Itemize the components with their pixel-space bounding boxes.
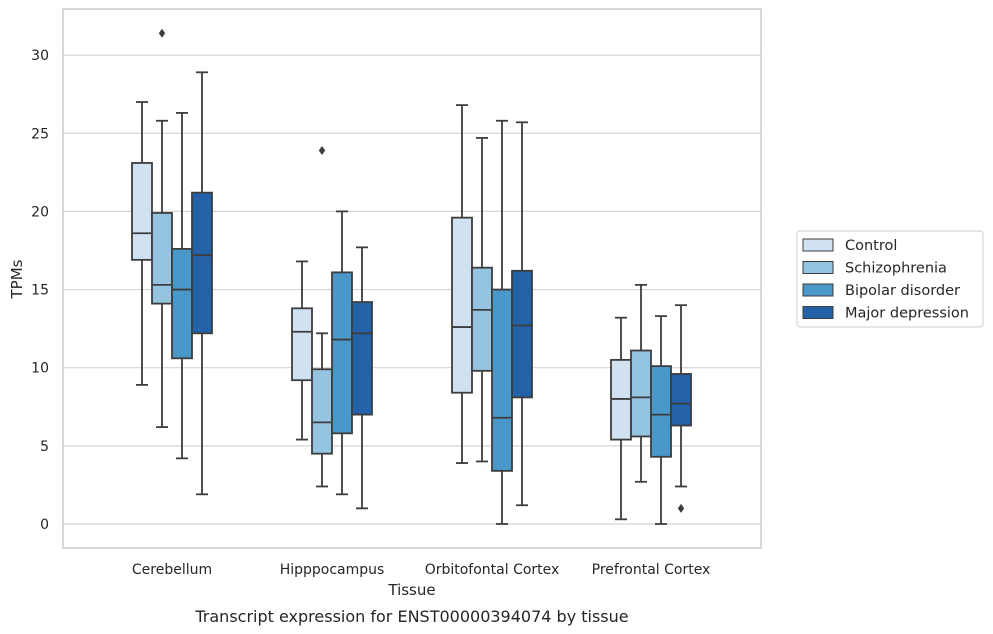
legend-swatch (802, 306, 834, 319)
plot-area (131, 28, 692, 525)
box-body (171, 248, 193, 360)
box-major-depression (191, 71, 213, 496)
box-major-depression (670, 304, 692, 513)
box-body (311, 368, 333, 455)
box-body (191, 191, 213, 335)
x-tick-label: Prefrontal Cortex (592, 562, 711, 578)
box-control (610, 316, 632, 521)
y-tick-label: 10 (31, 361, 49, 377)
box-major-depression (351, 246, 373, 510)
y-tick-label: 20 (31, 204, 49, 220)
y-axis-label: TPMs (8, 259, 26, 299)
x-tick-label: Hipppocampus (280, 562, 385, 578)
x-axis-ticks: Cerebellum Hipppocampus Orbitofontal Corte… (132, 562, 710, 578)
plot-frame (62, 8, 762, 549)
box-body (511, 269, 533, 399)
x-tick-label: Orbitofontal Cortex (425, 562, 560, 578)
y-axis-ticks: 0 5 10 15 20 25 30 (31, 48, 49, 533)
legend-swatch (802, 238, 834, 252)
box-schizophrenia (151, 28, 173, 428)
y-tick-label: 15 (31, 283, 49, 299)
box-bipolar-disorder (491, 119, 513, 525)
y-tick-label: 30 (31, 48, 49, 64)
legend-label: Control (845, 238, 897, 254)
box-body (131, 162, 153, 261)
box-schizophrenia (471, 137, 493, 463)
legend-swatch (802, 261, 834, 274)
box-body (650, 365, 672, 458)
box-body (670, 373, 692, 427)
box-body (151, 212, 173, 305)
box-schizophrenia (630, 283, 652, 483)
box-bipolar-disorder (331, 210, 353, 496)
outlier-point (158, 28, 166, 38)
legend-label: Major depression (845, 306, 969, 322)
box-body (291, 307, 313, 382)
legend-label: Schizophrenia (845, 261, 947, 277)
box-body (630, 349, 652, 438)
box-bipolar-disorder (650, 315, 672, 525)
x-tick-label: Cerebellum (132, 562, 212, 578)
y-tick-label: 0 (40, 517, 49, 533)
y-tick-label: 25 (31, 126, 49, 142)
y-tick-label: 5 (40, 439, 49, 455)
box-schizophrenia (311, 145, 333, 488)
legend-frame (796, 230, 984, 328)
box-bipolar-disorder (171, 112, 193, 460)
outlier-point (318, 145, 326, 155)
box-body (451, 216, 473, 394)
outlier-point (677, 503, 685, 513)
legend-label: Bipolar disorder (845, 283, 960, 299)
box-control (451, 104, 473, 464)
box-major-depression (511, 121, 533, 507)
box-body (491, 288, 513, 472)
x-axis-label: Tissue (387, 581, 435, 599)
box-body (331, 271, 353, 435)
box-control (131, 101, 153, 386)
legend: Control Schizophrenia Bipolar disorder Majo… (796, 230, 984, 328)
legend-swatch (802, 283, 834, 297)
box-control (291, 260, 313, 441)
box-body (351, 301, 373, 416)
chart-caption: Transcript expression for ENST0000039407… (194, 607, 628, 626)
box-body (471, 266, 493, 372)
